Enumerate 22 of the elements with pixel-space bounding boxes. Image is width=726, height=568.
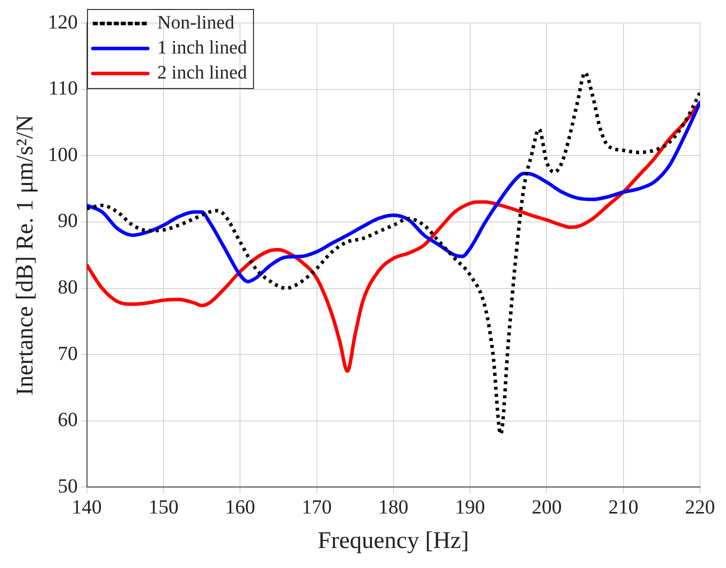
legend-label: Non-lined	[157, 12, 235, 34]
x-tick-label: 210	[608, 496, 638, 518]
x-tick-label: 190	[455, 496, 486, 518]
y-tick-label: 90	[58, 210, 78, 232]
y-tick-label: 60	[58, 409, 78, 432]
legend-label: 2 inch lined	[157, 62, 248, 84]
x-tick-label: 220	[685, 496, 715, 518]
y-tick-label: 50	[58, 475, 78, 498]
x-tick-label: 140	[72, 496, 102, 518]
y-tick-label: 120	[48, 11, 78, 34]
y-tick-label: 80	[58, 276, 78, 299]
x-tick-label: 170	[302, 496, 332, 518]
x-tick-label: 200	[532, 496, 562, 518]
y-tick-label: 110	[48, 78, 78, 100]
y-axis-title: Inertance [dB] Re. 1 μm/s²/N	[12, 114, 39, 396]
y-tick-label: 100	[48, 144, 78, 166]
x-tick-label: 160	[225, 496, 256, 518]
y-tick-label: 70	[58, 342, 78, 365]
legend-label: 1 inch lined	[157, 37, 248, 58]
x-axis-title: Frequency [Hz]	[318, 528, 470, 554]
x-tick-label: 180	[378, 496, 408, 518]
x-tick-label: 150	[148, 496, 178, 518]
